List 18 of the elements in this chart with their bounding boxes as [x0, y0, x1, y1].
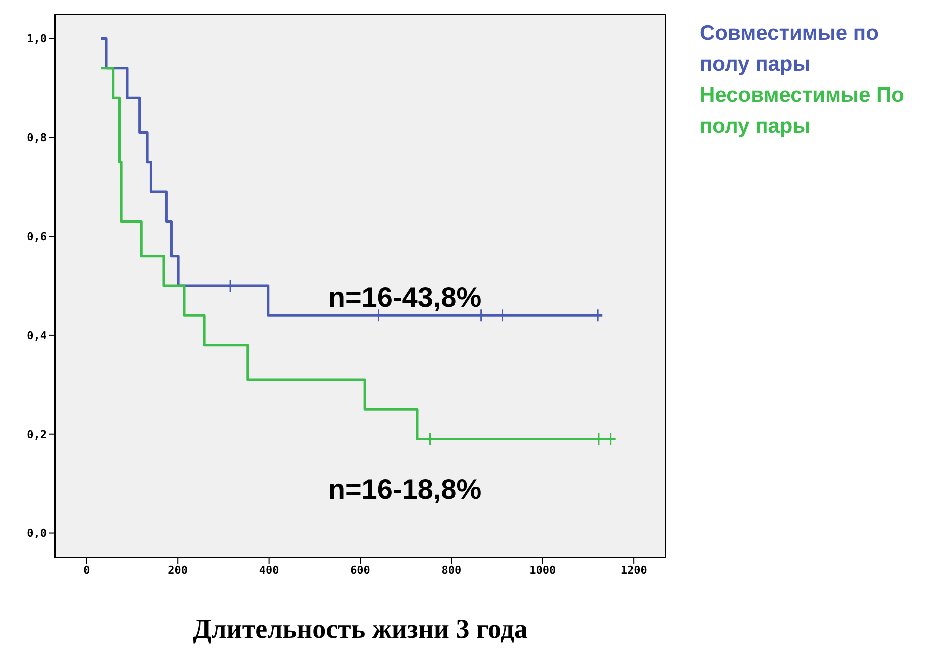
x-tick-label: 800: [442, 564, 462, 577]
x-tick-label: 600: [350, 564, 370, 577]
x-tick-label: 1000: [530, 564, 556, 577]
text: Несовместимые По полу пары: [700, 83, 906, 140]
y-tick-label: 0,4: [27, 329, 48, 342]
x-axis-title: Длительность жизни 3 года: [192, 614, 529, 645]
x-tick-label: 400: [259, 564, 280, 577]
y-tick-label: 0,0: [27, 527, 47, 540]
y-tick-label: 0,6: [27, 230, 48, 244]
y-tick-label: 0,8: [27, 132, 47, 145]
y-tick-label: 0,2: [27, 428, 47, 442]
annotation: n=16-18,8%: [328, 474, 482, 506]
x-tick-label: 0: [84, 564, 90, 577]
annotation: n=16-43,8%: [328, 282, 482, 314]
x-tick-label: 200: [168, 564, 188, 577]
y-tick-label: 1,0: [27, 32, 47, 46]
x-tick-label: 1200: [620, 564, 648, 577]
text: Совместимые по полу пары: [700, 21, 880, 78]
